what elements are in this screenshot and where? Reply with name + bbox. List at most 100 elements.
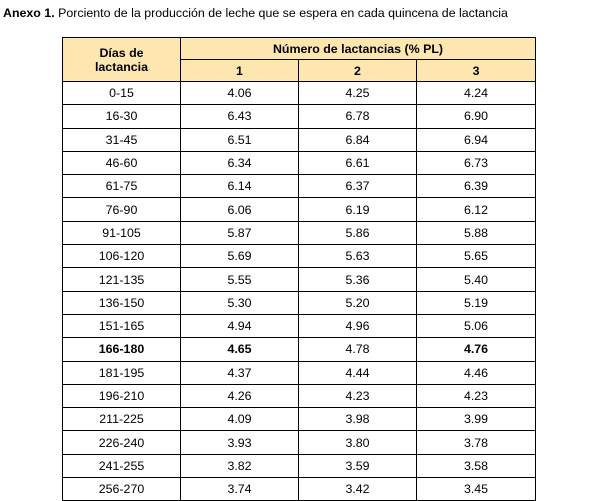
cell-lactation-2: 5.36 [298, 267, 417, 292]
cell-lactation-3: 4.46 [415, 360, 537, 385]
cell-lactation-3: 5.88 [415, 220, 537, 246]
header-days: Días de lactancia [62, 37, 181, 82]
cell-lactation-3: 6.94 [415, 127, 537, 152]
cell-lactation-2: 6.37 [298, 174, 417, 199]
cell-lactation-3: 3.58 [415, 453, 537, 479]
cell-lactation-1: 6.06 [180, 197, 299, 222]
cell-lactation-3: 4.24 [415, 80, 537, 106]
cell-days: 136-150 [62, 290, 181, 315]
cell-lactation-1: 5.30 [180, 290, 299, 315]
cell-lactation-3: 4.76 [415, 337, 537, 362]
cell-lactation-1: 3.82 [180, 453, 299, 479]
cell-lactation-1: 6.14 [180, 174, 299, 199]
cell-lactation-2: 6.61 [298, 150, 417, 176]
cell-days: 211-225 [62, 407, 181, 432]
cell-lactation-2: 4.96 [298, 313, 417, 339]
cell-days: 151-165 [62, 313, 181, 339]
header-col-3: 3 [415, 59, 537, 82]
cell-lactation-1: 4.26 [180, 383, 299, 409]
cell-lactation-1: 6.43 [180, 104, 299, 129]
table-row: 121-135 5.55 5.36 5.40 [62, 267, 537, 292]
cell-lactation-2: 5.86 [298, 220, 417, 246]
cell-days: 226-240 [62, 430, 181, 455]
header-lactation-number: Número de lactancias (% PL) [179, 37, 537, 60]
cell-lactation-2: 3.42 [298, 477, 417, 501]
table-row: 181-195 4.37 4.44 4.46 [62, 360, 537, 385]
cell-lactation-3: 3.45 [415, 477, 537, 501]
cell-lactation-2: 4.23 [298, 383, 417, 409]
cell-lactation-3: 5.40 [415, 267, 537, 292]
cell-lactation-2: 3.59 [298, 453, 417, 479]
table-row: 0-15 4.06 4.25 4.24 [62, 80, 537, 106]
cell-lactation-2: 3.80 [298, 430, 417, 455]
table-row: 61-75 6.14 6.37 6.39 [62, 174, 537, 199]
cell-lactation-1: 5.55 [180, 267, 299, 292]
cell-lactation-2: 6.84 [298, 127, 417, 152]
cell-lactation-3: 5.06 [415, 313, 537, 339]
cell-days: 121-135 [62, 267, 181, 292]
table-row: 46-60 6.34 6.61 6.73 [62, 150, 537, 176]
table-row: 256-270 3.74 3.42 3.45 [62, 477, 537, 501]
caption-text: Porciento de la producción de leche que … [58, 6, 508, 20]
cell-lactation-2: 4.25 [298, 80, 417, 106]
lactation-table: Días de lactancia Número de lactancias (… [62, 37, 537, 501]
cell-days: 61-75 [62, 174, 181, 199]
cell-lactation-2: 6.78 [298, 104, 417, 129]
cell-lactation-1: 4.09 [180, 407, 299, 432]
cell-lactation-1: 3.93 [180, 430, 299, 455]
cell-days: 46-60 [62, 150, 181, 176]
cell-days: 241-255 [62, 453, 181, 479]
table-caption: Anexo 1. Porciento de la producción de l… [3, 5, 599, 21]
table-row: 16-30 6.43 6.78 6.90 [62, 104, 537, 129]
cell-lactation-2: 4.44 [298, 360, 417, 385]
cell-lactation-3: 5.65 [415, 244, 537, 269]
table-header: Días de lactancia Número de lactancias (… [62, 37, 537, 82]
cell-lactation-3: 6.39 [415, 174, 537, 199]
cell-lactation-1: 4.06 [180, 80, 299, 106]
cell-days: 31-45 [62, 127, 181, 152]
cell-lactation-1: 5.87 [180, 220, 299, 246]
table-row: 241-255 3.82 3.59 3.58 [62, 453, 537, 479]
cell-days: 196-210 [62, 383, 181, 409]
cell-days: 181-195 [62, 360, 181, 385]
cell-days: 16-30 [62, 104, 181, 129]
header-col-2: 2 [298, 59, 417, 82]
table-row: 151-165 4.94 4.96 5.06 [62, 313, 537, 339]
table-row: 76-90 6.06 6.19 6.12 [62, 197, 537, 222]
header-col-1: 1 [180, 59, 299, 82]
table-row: 196-210 4.26 4.23 4.23 [62, 383, 537, 409]
cell-lactation-3: 6.73 [415, 150, 537, 176]
cell-days: 166-180 [62, 337, 181, 362]
cell-lactation-3: 6.12 [415, 197, 537, 222]
cell-lactation-1: 3.74 [180, 477, 299, 501]
cell-lactation-3: 3.78 [415, 430, 537, 455]
cell-days: 91-105 [62, 220, 181, 246]
table-row: 166-180 4.65 4.78 4.76 [62, 337, 537, 362]
caption-label: Anexo 1. [3, 6, 55, 20]
cell-lactation-1: 4.65 [180, 337, 299, 362]
cell-lactation-2: 5.20 [298, 290, 417, 315]
cell-lactation-1: 4.94 [180, 313, 299, 339]
cell-days: 0-15 [62, 80, 181, 106]
table-row: 211-225 4.09 3.98 3.99 [62, 407, 537, 432]
cell-lactation-1: 6.34 [180, 150, 299, 176]
cell-lactation-3: 3.99 [415, 407, 537, 432]
cell-lactation-1: 4.37 [180, 360, 299, 385]
table-row: 226-240 3.93 3.80 3.78 [62, 430, 537, 455]
table-row: 136-150 5.30 5.20 5.19 [62, 290, 537, 315]
cell-lactation-3: 5.19 [415, 290, 537, 315]
cell-days: 256-270 [62, 477, 181, 501]
cell-lactation-2: 5.63 [298, 244, 417, 269]
table-body: 0-15 4.06 4.25 4.24 16-30 6.43 6.78 6.90 31-45 6.… [62, 80, 537, 501]
header-days-line1: Días de [99, 45, 144, 60]
cell-lactation-2: 6.19 [298, 197, 417, 222]
cell-lactation-2: 4.78 [298, 337, 417, 362]
table-row: 31-45 6.51 6.84 6.94 [62, 127, 537, 152]
cell-lactation-1: 6.51 [180, 127, 299, 152]
cell-lactation-1: 5.69 [180, 244, 299, 269]
table-row: 106-120 5.69 5.63 5.65 [62, 244, 537, 269]
cell-lactation-2: 3.98 [298, 407, 417, 432]
cell-days: 76-90 [62, 197, 181, 222]
header-days-line2: lactancia [94, 59, 149, 74]
cell-days: 106-120 [62, 244, 181, 269]
